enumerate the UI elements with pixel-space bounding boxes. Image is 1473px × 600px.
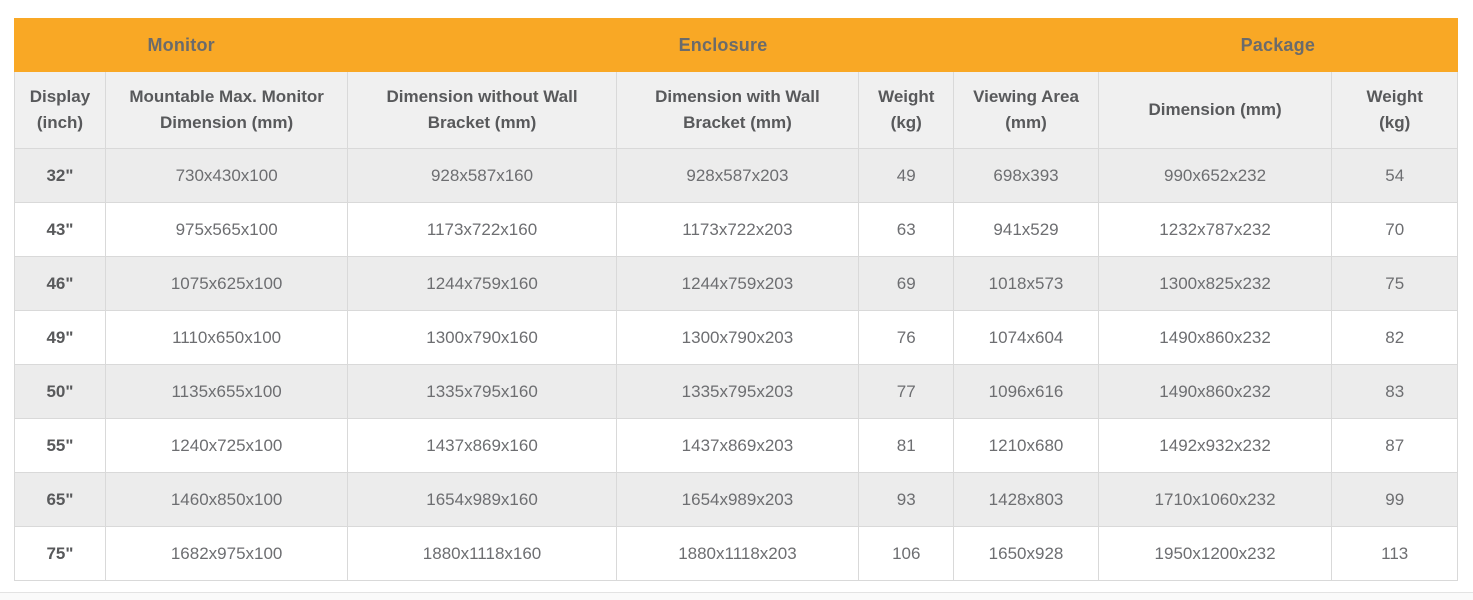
table-cell: 730x430x100 (104, 148, 349, 203)
group-header-package: Package (1097, 18, 1459, 72)
column-header-dimension-without-wall-bracket: Dimension without Wall Bracket (mm) (347, 71, 617, 149)
column-header-package-dimension: Dimension (mm) (1097, 71, 1333, 149)
row-display-size: 46" (14, 256, 106, 311)
table-cell: 928x587x160 (347, 148, 617, 203)
table-row: 65" 1460x850x100 1654x989x160 1654x989x203 9… (14, 472, 1458, 527)
table-cell: 54 (1331, 148, 1458, 203)
table-cell: 698x393 (953, 148, 1099, 203)
table-cell: 83 (1331, 364, 1458, 419)
table-cell: 1300x790x160 (347, 310, 617, 365)
table-cell: 1335x795x203 (615, 364, 860, 419)
table-cell: 1244x759x160 (347, 256, 617, 311)
table-cell: 1232x787x232 (1097, 202, 1333, 257)
table-cell: 1096x616 (953, 364, 1099, 419)
table-cell: 99 (1331, 472, 1458, 527)
table-cell: 1074x604 (953, 310, 1099, 365)
row-display-size: 50" (14, 364, 106, 419)
row-display-size: 43" (14, 202, 106, 257)
table-body: 32" 730x430x100 928x587x160 928x587x203 49 69… (14, 148, 1458, 581)
column-header-dimension-with-wall-bracket: Dimension with Wall Bracket (mm) (615, 71, 860, 149)
table-row: 43" 975x565x100 1173x722x160 1173x722x203 63… (14, 202, 1458, 257)
row-display-size: 32" (14, 148, 106, 203)
table-cell: 106 (858, 526, 955, 581)
column-header-enclosure-weight: Weight (kg) (858, 71, 955, 149)
table-cell: 1650x928 (953, 526, 1099, 581)
table-cell: 1460x850x100 (104, 472, 349, 527)
table-row: 50" 1135x655x100 1335x795x160 1335x795x203 7… (14, 364, 1458, 419)
bottom-divider (0, 592, 1473, 600)
column-header-mountable-max-monitor-dimension: Mountable Max. Monitor Dimension (mm) (104, 71, 349, 149)
table-cell: 1300x790x203 (615, 310, 860, 365)
table-group-header-row: Monitor Enclosure Package (13, 18, 1459, 72)
table-cell: 1244x759x203 (615, 256, 860, 311)
table-cell: 941x529 (953, 202, 1099, 257)
table-cell: 1492x932x232 (1097, 418, 1333, 473)
row-display-size: 75" (14, 526, 106, 581)
table-cell: 1335x795x160 (347, 364, 617, 419)
table-cell: 1490x860x232 (1097, 310, 1333, 365)
table-cell: 1135x655x100 (104, 364, 349, 419)
table-cell: 1950x1200x232 (1097, 526, 1333, 581)
table-cell: 87 (1331, 418, 1458, 473)
table-cell: 1880x1118x160 (347, 526, 617, 581)
table-cell: 1428x803 (953, 472, 1099, 527)
table-row: 46" 1075x625x100 1244x759x160 1244x759x203 6… (14, 256, 1458, 311)
table-cell: 1654x989x160 (347, 472, 617, 527)
column-header-display-inch: Display (inch) (14, 71, 106, 149)
spec-table: Monitor Enclosure Package Display (inch)… (13, 18, 1459, 581)
table-cell: 1210x680 (953, 418, 1099, 473)
table-cell: 1075x625x100 (104, 256, 349, 311)
table-cell: 1710x1060x232 (1097, 472, 1333, 527)
table-cell: 77 (858, 364, 955, 419)
table-row: 32" 730x430x100 928x587x160 928x587x203 49 69… (14, 148, 1458, 203)
table-cell: 70 (1331, 202, 1458, 257)
table-cell: 1300x825x232 (1097, 256, 1333, 311)
table-column-header-row: Display (inch) Mountable Max. Monitor Di… (14, 71, 1458, 149)
table-row: 55" 1240x725x100 1437x869x160 1437x869x203 8… (14, 418, 1458, 473)
table-cell: 1437x869x160 (347, 418, 617, 473)
table-cell: 975x565x100 (104, 202, 349, 257)
table-cell: 75 (1331, 256, 1458, 311)
table-cell: 113 (1331, 526, 1458, 581)
table-cell: 1490x860x232 (1097, 364, 1333, 419)
table-cell: 76 (858, 310, 955, 365)
table-cell: 990x652x232 (1097, 148, 1333, 203)
column-header-viewing-area: Viewing Area (mm) (953, 71, 1099, 149)
table-cell: 82 (1331, 310, 1458, 365)
table-cell: 1173x722x203 (615, 202, 860, 257)
group-header-enclosure: Enclosure (347, 18, 1099, 72)
row-display-size: 49" (14, 310, 106, 365)
table-cell: 928x587x203 (615, 148, 860, 203)
column-header-package-weight: Weight (kg) (1331, 71, 1458, 149)
table-cell: 1018x573 (953, 256, 1099, 311)
table-cell: 1682x975x100 (104, 526, 349, 581)
group-header-monitor: Monitor (13, 18, 349, 72)
table-cell: 49 (858, 148, 955, 203)
row-display-size: 65" (14, 472, 106, 527)
table-row: 75" 1682x975x100 1880x1118x160 1880x1118x20… (14, 526, 1458, 581)
table-cell: 1437x869x203 (615, 418, 860, 473)
row-display-size: 55" (14, 418, 106, 473)
table-cell: 93 (858, 472, 955, 527)
table-cell: 1654x989x203 (615, 472, 860, 527)
table-cell: 1880x1118x203 (615, 526, 860, 581)
table-cell: 1173x722x160 (347, 202, 617, 257)
table-cell: 1110x650x100 (104, 310, 349, 365)
table-row: 49" 1110x650x100 1300x790x160 1300x790x203 7… (14, 310, 1458, 365)
table-cell: 1240x725x100 (104, 418, 349, 473)
table-cell: 69 (858, 256, 955, 311)
table-cell: 81 (858, 418, 955, 473)
table-cell: 63 (858, 202, 955, 257)
